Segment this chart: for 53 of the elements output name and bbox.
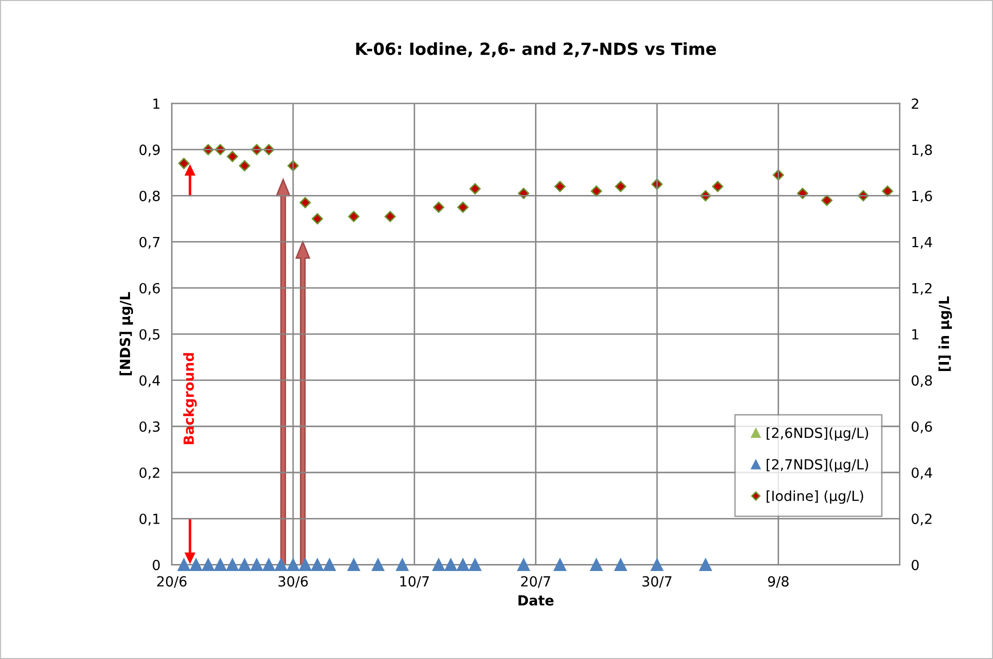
x-tick-label: 9/8: [768, 576, 789, 588]
legend-label: [2,6NDS](µg/L): [766, 427, 868, 441]
point: [651, 178, 663, 190]
y-tick-label: 1: [153, 98, 160, 109]
point: [348, 210, 360, 222]
point: [226, 150, 238, 162]
x-tick-label: 30/7: [642, 576, 672, 588]
y2-tick-label: 0,4: [912, 467, 932, 480]
y-tick-label: 0,4: [140, 375, 160, 388]
point: [178, 158, 190, 170]
point: [554, 180, 566, 192]
chart-title: K-06: Iodine, 2,6- and 2,7-NDS vs Time: [356, 42, 716, 58]
y-tick-label: 0,6: [140, 282, 160, 295]
point: [712, 180, 724, 192]
point: [457, 202, 469, 213]
y2-tick-label: 0,8: [912, 375, 932, 388]
point: [433, 202, 444, 213]
x-axis-title: Date: [518, 595, 554, 606]
y2-tick-label: 1: [912, 329, 918, 340]
y2-tick-label: 1,4: [912, 237, 932, 249]
point: [469, 183, 481, 194]
point: [882, 186, 894, 197]
legend-label: [Iodine] (µg/L): [766, 490, 864, 504]
x-tick-label: 20/6: [157, 576, 187, 588]
y2-tick-label: 2: [912, 98, 918, 109]
annotation: Background: [183, 353, 197, 444]
point: [821, 194, 832, 206]
point: [300, 197, 311, 208]
y2-tick-label: 0,2: [912, 514, 932, 526]
legend-label: [2,7NDS](µg/L): [766, 458, 868, 472]
y-tick-label: 0: [152, 560, 160, 570]
y2-tick-label: 1,6: [912, 190, 932, 203]
x-tick-label: 30/6: [278, 576, 308, 588]
x-tick-label: 10/7: [400, 576, 429, 588]
y-tick-label: 0,1: [140, 514, 160, 526]
y2-tick-label: 0,6: [912, 421, 932, 434]
y2-axis-title: [I] in µg/L: [938, 296, 952, 372]
y-tick-label: 0,5: [140, 329, 160, 342]
x-tick-label: 20/7: [521, 576, 550, 588]
point: [590, 186, 602, 197]
y2-tick-label: 0: [912, 560, 919, 570]
y-tick-label: 0,3: [140, 421, 160, 434]
y-tick-label: 0,2: [140, 467, 160, 480]
point: [238, 160, 250, 172]
point: [384, 210, 396, 222]
y-tick-label: 0,9: [140, 144, 160, 156]
y-axis-title: [NDS] µg/L: [119, 292, 134, 376]
point: [615, 180, 626, 192]
y-tick-label: 0,7: [140, 236, 160, 249]
point: [312, 213, 323, 224]
y-tick-label: 0,8: [140, 190, 160, 203]
y2-tick-label: 1,2: [912, 282, 932, 295]
y2-tick-label: 1,8: [912, 144, 932, 156]
